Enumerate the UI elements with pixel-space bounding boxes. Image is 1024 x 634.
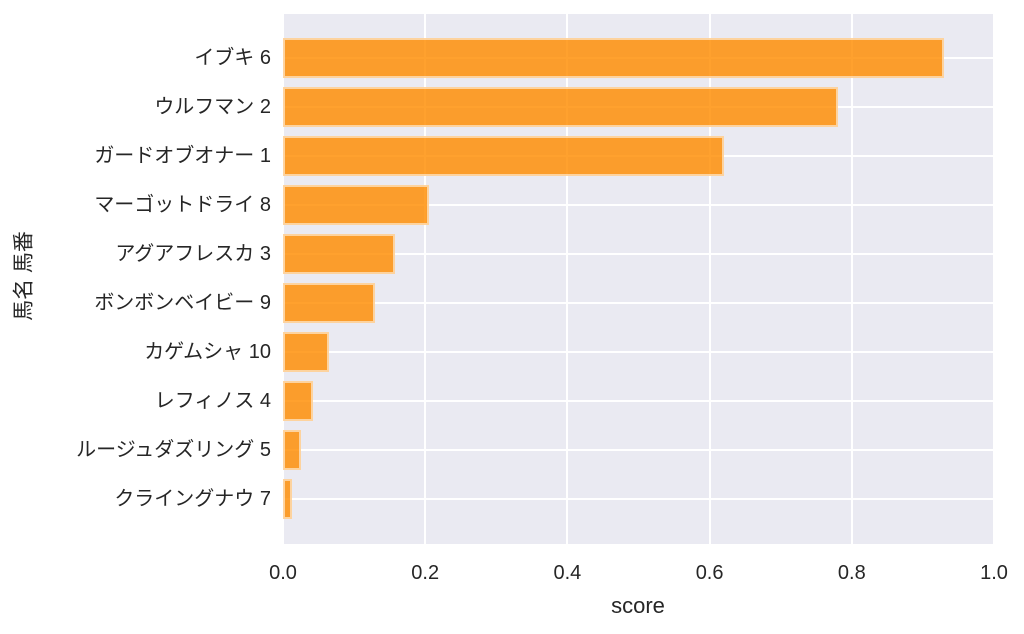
y-tick-label: イブキ 6 [194,47,271,69]
bar [283,38,945,78]
gridline-horizontal [283,351,994,353]
bar [283,87,838,127]
bar [283,381,313,421]
y-axis-label: 馬名 馬番 [12,231,36,321]
x-tick-label: 0.8 [837,562,866,584]
bar [283,185,429,225]
x-tick-label: 0.4 [553,562,582,584]
y-tick-label: アグアフレスカ 3 [115,243,271,265]
y-tick-label: マーゴットドライ 8 [94,194,271,216]
y-tick-label: ガードオブオナー 1 [94,145,271,167]
y-tick-label: ボンボンベイビー 9 [94,292,271,314]
x-tick-label: 0.6 [695,562,724,584]
y-tick-label: クライングナウ 7 [114,488,271,510]
gridline-vertical [424,14,427,544]
y-tick-label: カゲムシャ 10 [144,341,271,363]
gridline-horizontal [283,449,994,451]
x-tick-label: 0.2 [411,562,440,584]
y-tick-label: レフィノス 4 [154,390,271,412]
x-tick-label: 1.0 [980,562,1008,584]
gridline-vertical [993,14,995,544]
gridline-vertical [282,14,284,544]
gridline-vertical [850,14,853,544]
plot-area [282,14,995,544]
gridline-horizontal [283,253,994,255]
gridline-horizontal [283,400,994,402]
bar [283,430,302,470]
gridline-horizontal [283,204,994,206]
y-tick-label: ウルフマン 2 [154,96,271,118]
bar [283,283,375,323]
bar [283,479,292,519]
bar [283,332,329,372]
x-tick-label: 0.0 [269,562,297,584]
x-axis-label: score [611,593,665,618]
gridline-horizontal [283,302,994,304]
gridline-vertical [566,14,569,544]
gridline-vertical [708,14,711,544]
y-tick-label: ルージュダズリング 5 [76,439,271,461]
bar [283,234,395,274]
gridline-horizontal [283,498,994,500]
bar [283,136,724,176]
